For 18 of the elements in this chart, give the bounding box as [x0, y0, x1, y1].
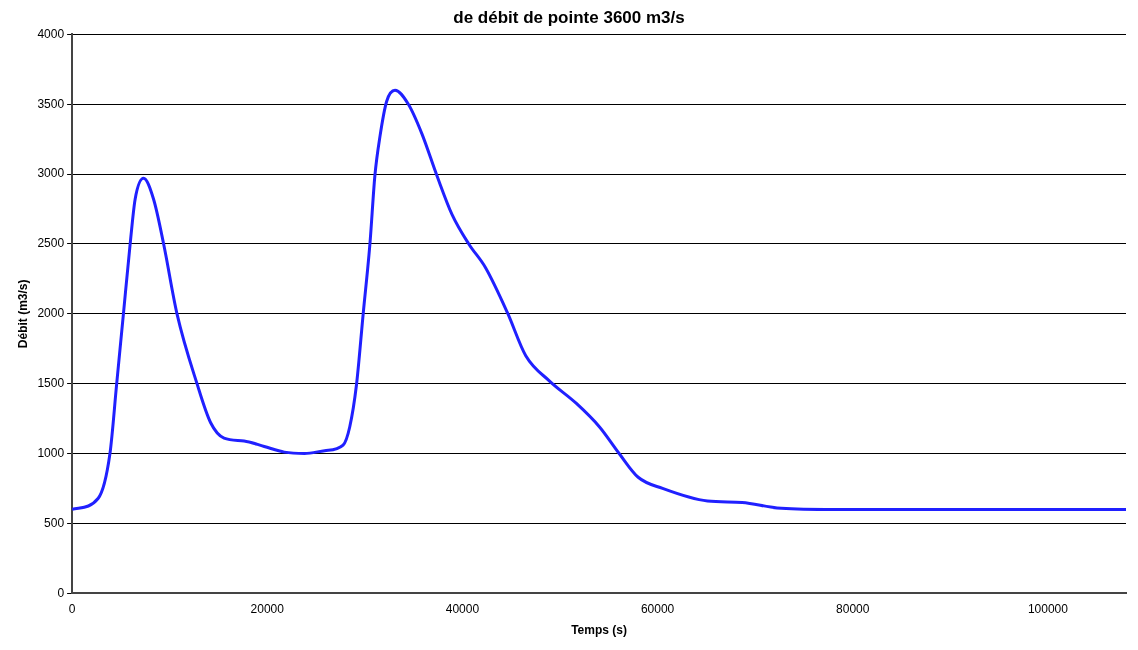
- x-tick-label: 60000: [640, 601, 675, 616]
- y-axis-title: Débit (m3/s): [15, 279, 30, 349]
- y-tick-label: 1000: [37, 445, 65, 460]
- y-tick-label: 1500: [37, 375, 65, 390]
- y-tick-label: 3500: [37, 96, 65, 111]
- y-tick-label: 0: [57, 585, 65, 600]
- y-tick-label: 2500: [37, 236, 65, 251]
- y-tick-label: 3000: [37, 166, 65, 181]
- x-tick-label: 0: [68, 601, 76, 616]
- y-tick-label: 2000: [37, 306, 65, 321]
- x-tick-label: 80000: [836, 601, 870, 616]
- x-tick-label: 20000: [250, 601, 285, 616]
- y-tick-label: 4000: [37, 26, 65, 41]
- chart-title: de débit de pointe 3600 m3/s: [453, 7, 685, 27]
- y-tick-label: 500: [44, 515, 65, 530]
- x-tick-label: 40000: [445, 601, 480, 616]
- x-tick-label: 100000: [1027, 601, 1069, 616]
- x-axis-title: Temps (s): [571, 623, 627, 638]
